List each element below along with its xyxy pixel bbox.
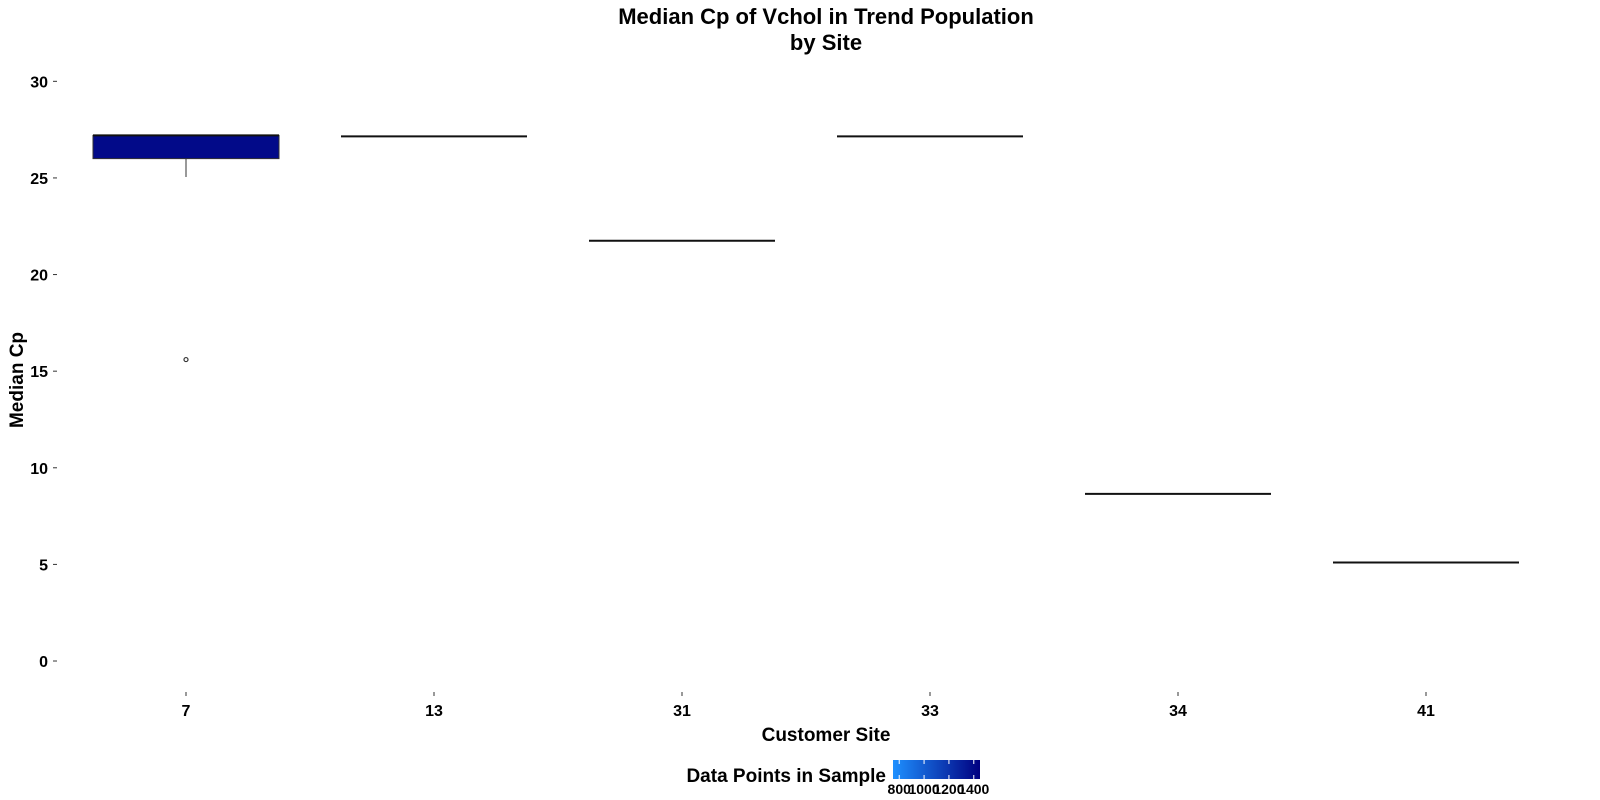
x-axis-title: Customer Site <box>762 725 891 746</box>
y-axis: 0 5 10 15 20 25 30 <box>30 74 57 671</box>
y-axis-title: Median Cp <box>7 332 28 428</box>
legend-tick-label: 1400 <box>958 781 989 797</box>
box-site-7 <box>92 134 280 363</box>
y-tick-label: 10 <box>30 461 48 478</box>
y-tick-label: 30 <box>30 74 48 91</box>
x-tick-label: 41 <box>1417 703 1435 720</box>
legend-tick-label: 800 <box>888 781 912 797</box>
y-tick-label: 0 <box>39 654 48 671</box>
x-tick-label: 33 <box>921 703 939 720</box>
box-outlier-point <box>183 356 189 363</box>
y-tick-label: 20 <box>30 268 48 285</box>
y-tick-label: 25 <box>30 171 48 188</box>
legend-tick-label: 1200 <box>933 781 964 797</box>
y-tick-label: 5 <box>39 557 48 574</box>
x-tick-label: 34 <box>1169 703 1187 720</box>
y-tick-label: 15 <box>30 364 48 381</box>
legend-colorbar <box>893 760 980 779</box>
x-tick-label: 13 <box>425 703 443 720</box>
boxplots <box>92 134 1519 564</box>
legend-title: Data Points in Sample <box>686 766 886 787</box>
x-tick-label: 31 <box>673 703 691 720</box>
x-tick-label: 7 <box>182 703 191 720</box>
chart-title-line-2: by Site <box>790 30 862 55</box>
legend-tick-label: 1000 <box>908 781 939 797</box>
x-axis: 7 13 31 33 34 41 <box>182 692 1435 720</box>
chart-title-line-1: Median Cp of Vchol in Trend Population <box>618 4 1034 29</box>
box-body <box>92 134 280 160</box>
